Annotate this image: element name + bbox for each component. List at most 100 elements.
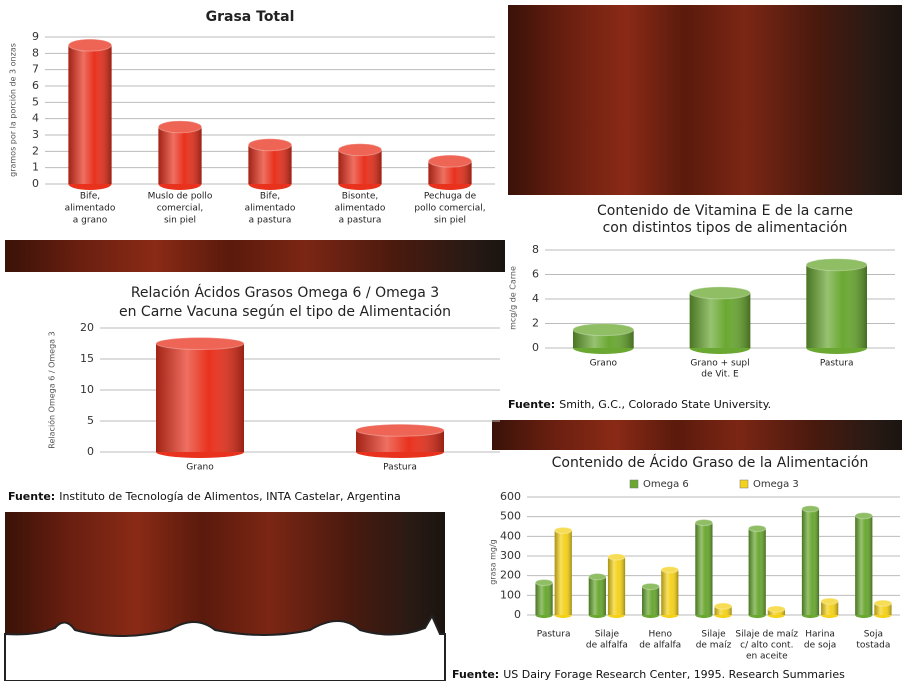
bar-top — [801, 505, 820, 513]
y-tick-label: 0 — [87, 445, 94, 458]
source-text: US Dairy Forage Research Center, 1995. R… — [503, 668, 845, 681]
y-tick-label: 15 — [80, 352, 94, 365]
bar-top — [67, 38, 113, 52]
y-tick-label: 2 — [32, 144, 39, 157]
bar-shade — [821, 601, 839, 615]
x-tick-label: Bisonte, — [342, 192, 379, 202]
bar-top-light — [767, 606, 785, 613]
x-tick-label: sin piel — [434, 216, 466, 226]
bar-top-light — [535, 579, 553, 586]
bar-top — [534, 578, 554, 587]
source-note: Fuente: Smith, G.C., Colorado State Unive… — [508, 398, 771, 411]
chart-title: Relación Ácidos Grasos Omega 6 / Omega 3 — [131, 284, 439, 301]
x-tick-label: de alfalfa — [639, 641, 681, 651]
bar-shade — [801, 508, 820, 615]
bar-top-light — [607, 553, 626, 561]
bar-top — [607, 553, 626, 561]
y-axis-label: mcg/g de Carne — [509, 266, 518, 330]
y-tick-label: 5 — [32, 95, 39, 108]
bar-top — [694, 518, 713, 527]
legend-swatch — [629, 479, 639, 489]
y-tick-label: 100 — [500, 588, 521, 601]
curtain-strip — [5, 240, 505, 272]
bar-top-light — [661, 566, 679, 573]
bar-top-light — [874, 600, 892, 607]
bar-top — [427, 154, 473, 168]
x-tick-label: de Vit. E — [701, 370, 739, 380]
bar-top — [714, 602, 733, 610]
bar-top-light — [68, 39, 112, 52]
y-tick-label: 4 — [32, 112, 39, 125]
chart-title: Grasa Total — [206, 9, 295, 25]
bar-shade — [68, 45, 112, 184]
y-tick-label: 300 — [500, 549, 521, 562]
bar-shade — [689, 292, 751, 348]
source-label: Fuente: — [8, 490, 55, 503]
bar-shade — [158, 126, 202, 184]
bar-top-light — [158, 120, 202, 133]
y-axis-label: gramos por la porción de 3 onzas — [8, 43, 18, 177]
bar-top-light — [588, 573, 606, 580]
legend-label: Omega 3 — [753, 479, 799, 490]
bar-shade — [156, 343, 244, 452]
bar-top-light — [855, 512, 873, 519]
x-tick-label: Grano — [590, 359, 618, 369]
source-note: Fuente: Instituto de Tecnología de Alimen… — [8, 490, 401, 503]
bar-top — [157, 120, 203, 134]
bar-shade — [588, 576, 606, 615]
x-tick-label: Soja — [864, 630, 883, 640]
bar-shade — [356, 430, 444, 452]
x-tick-label: Bife, — [80, 192, 100, 202]
y-tick-label: 6 — [32, 79, 39, 92]
bar-top — [247, 138, 293, 152]
curtain-strip — [492, 420, 902, 450]
bar-shade — [428, 161, 472, 184]
y-tick-label: 4 — [532, 292, 539, 305]
bar-top — [572, 323, 635, 337]
bar-top — [155, 337, 245, 350]
bar-top — [689, 286, 751, 300]
bar-top — [588, 573, 607, 581]
x-tick-label: Pechuga de — [424, 192, 477, 202]
y-axis-label: Relación Omega 6 / Omega 3 — [47, 331, 57, 448]
bar-shade — [607, 556, 626, 615]
bar-top — [820, 597, 839, 605]
bar-top — [767, 605, 786, 613]
x-tick-label: Pastura — [383, 463, 417, 473]
x-tick-label: de alfalfa — [586, 641, 628, 651]
bar-top-light — [801, 505, 820, 512]
x-tick-label: de soja — [804, 641, 836, 651]
bar-shade — [855, 515, 873, 615]
bar-top — [554, 526, 573, 535]
y-tick-label: 3 — [32, 128, 39, 141]
y-tick-label: 20 — [80, 321, 94, 334]
bar-shade — [748, 528, 766, 615]
y-tick-label: 0 — [532, 341, 539, 354]
x-tick-label: tostada — [856, 641, 890, 651]
x-tick-label: Pastura — [537, 630, 571, 640]
bar-top-light — [156, 337, 244, 350]
x-tick-label: de maíz — [696, 641, 732, 651]
y-tick-label: 9 — [32, 30, 39, 43]
bar-top — [355, 423, 445, 437]
bar-shade — [535, 582, 553, 615]
x-tick-label: Pastura — [820, 359, 854, 369]
x-tick-label: en aceite — [746, 652, 788, 662]
x-tick-label: Grano — [186, 463, 214, 473]
bar-top-light — [428, 155, 472, 168]
source-note: Fuente: US Dairy Forage Research Center, … — [452, 668, 845, 681]
bar-top-light — [695, 519, 713, 526]
chart-title: Contenido de Vitamina E de la carne — [597, 203, 853, 219]
x-tick-label: c/ alto cont. — [740, 641, 793, 651]
y-tick-label: 0 — [514, 608, 521, 621]
y-tick-label: 8 — [532, 243, 539, 256]
bar-top-light — [573, 323, 634, 336]
y-axis-label: grasa mg/g — [489, 539, 498, 585]
x-tick-label: Silaje — [701, 630, 726, 640]
bar-top — [873, 599, 893, 607]
source-label: Fuente: — [452, 668, 499, 681]
x-tick-label: Harina — [805, 630, 835, 640]
bar-top — [805, 258, 868, 272]
y-tick-label: 7 — [32, 63, 39, 76]
bar-top-light — [356, 424, 444, 437]
